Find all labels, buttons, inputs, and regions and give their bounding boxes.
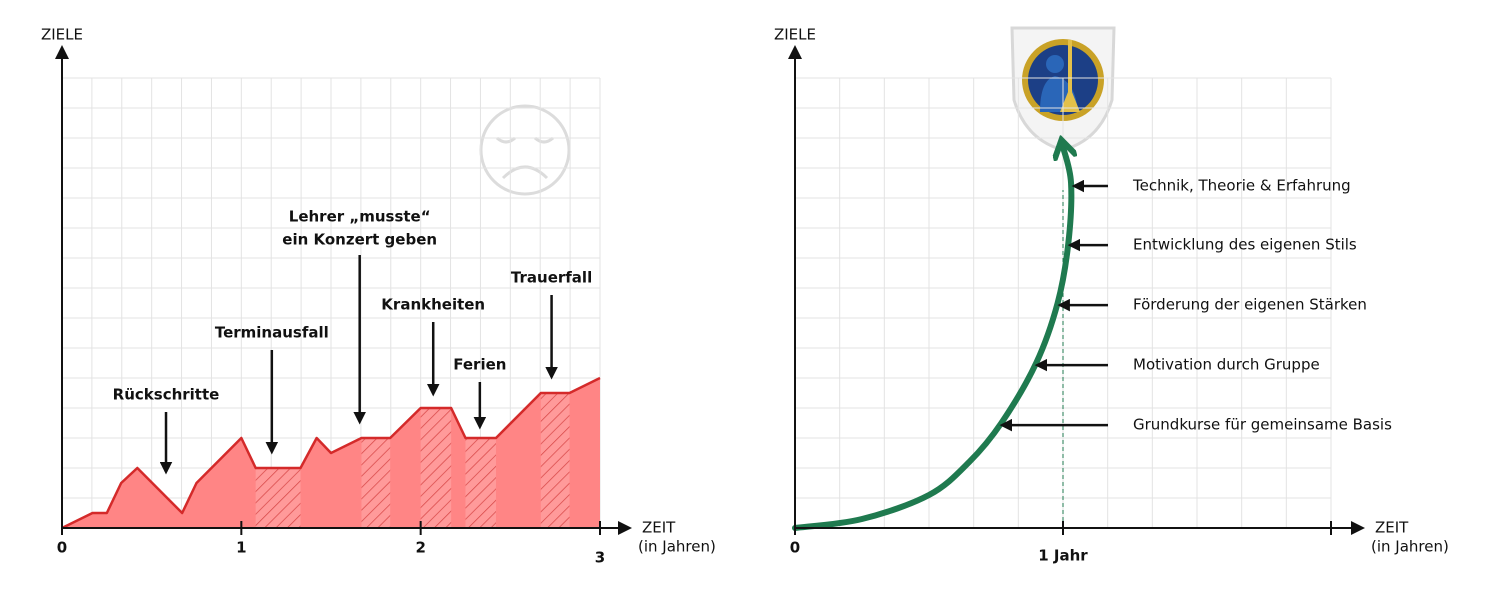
annotation-text: ein Konzert geben	[282, 231, 437, 249]
x-tick-label: 0	[790, 539, 800, 557]
annotation-text: Ferien	[453, 356, 506, 374]
line	[61, 376, 601, 530]
annotation-text: Motivation durch Gruppe	[1133, 356, 1320, 374]
annotation-text: Lehrer „musste“	[289, 208, 431, 226]
annotation-text: Grundkurse für gemeinsame Basis	[1133, 416, 1392, 434]
y-axis-label: ZIELE	[774, 26, 816, 44]
hatched-period	[540, 378, 570, 528]
x-axis-label: ZEIT	[642, 519, 676, 537]
x-axis-arrow	[618, 521, 632, 535]
annotation-text: Terminausfall	[215, 324, 329, 342]
y-axis-arrow	[55, 45, 69, 59]
hatched-period	[255, 378, 301, 528]
x-axis-unit: (in Jahren)	[1371, 538, 1449, 556]
x-axis-label: ZEIT	[1375, 519, 1409, 537]
annotation-text: Technik, Theorie & Erfahrung	[1132, 177, 1351, 195]
annotation-text: Entwicklung des eigenen Stils	[1133, 236, 1357, 254]
annotation-text: Rückschritte	[113, 386, 220, 404]
x-axis-arrow	[1351, 521, 1365, 535]
annotation-text: Förderung der eigenen Stärken	[1133, 296, 1367, 314]
annotation-text: Trauerfall	[511, 269, 592, 287]
y-axis-label: ZIELE	[41, 26, 83, 44]
growth-curve	[792, 147, 1071, 531]
x-axis-unit: (in Jahren)	[638, 538, 716, 556]
x-tick-label: 1 Jahr	[1038, 547, 1088, 565]
x-tick-label: 3	[595, 549, 605, 567]
x-tick-label: 2	[415, 539, 425, 557]
y-axis-arrow	[788, 45, 802, 59]
sad-face	[479, 104, 571, 196]
x-tick-label: 0	[57, 539, 67, 557]
annotation-text: Krankheiten	[381, 296, 485, 314]
x-tick-label: 1	[236, 539, 246, 557]
